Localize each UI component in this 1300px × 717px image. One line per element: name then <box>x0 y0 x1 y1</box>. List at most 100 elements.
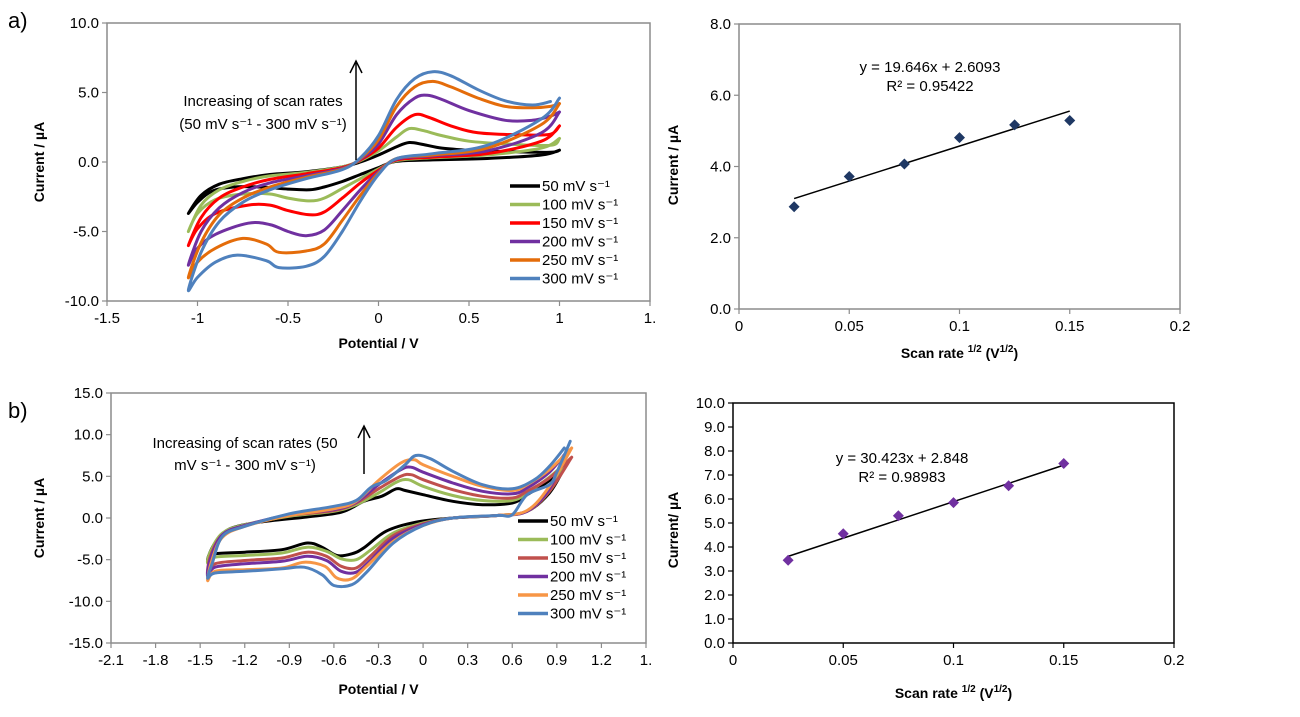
data-point-diamond <box>1064 115 1076 127</box>
x-tick-label: -0.9 <box>276 652 302 669</box>
x-axis-title-part: Scan rate <box>901 345 968 361</box>
y-tick-label: 3.0 <box>704 563 725 580</box>
data-point-diamond <box>954 132 965 144</box>
x-axis-title-superscript: 1/2 <box>968 344 982 355</box>
y-axis-title: Current / µA <box>665 125 681 205</box>
x-tick-label: 0.05 <box>829 652 858 669</box>
legend-label: 200 mV s⁻¹ <box>542 234 618 251</box>
annotation-text-line1: Increasing of scan rates <box>183 93 342 110</box>
y-axis-title: Current / µA <box>31 478 47 558</box>
x-axis-title: Scan rate 1/2 (V1/2) <box>901 344 1018 361</box>
x-tick-label: 0.6 <box>502 652 523 669</box>
legend-label: 50 mV s⁻¹ <box>542 178 610 195</box>
fit-chart-b: 0.0 1.0 2.0 3.0 4.0 5.0 6.0 7.0 8.0 9.0 10.0 0 0.05 0… <box>665 395 1184 701</box>
x-axis-title-part: Scan rate <box>895 685 962 701</box>
x-axis-title-part: (V <box>976 685 995 701</box>
data-point-diamond <box>788 201 800 213</box>
plot-area-border <box>732 402 1175 644</box>
legend-label: 300 mV s⁻¹ <box>550 606 626 623</box>
x-axis-title-part: (V <box>982 345 1001 361</box>
y-tick-label: 10.0 <box>696 395 725 412</box>
legend-label: 50 mV s⁻¹ <box>550 513 618 530</box>
y-tick-label: 0.0 <box>704 635 725 652</box>
x-tick-label: 0.15 <box>1055 318 1084 335</box>
y-tick-label: 0.0 <box>78 154 99 171</box>
x-axis-title-superscript: 1/2 <box>1000 344 1014 355</box>
x-tick-label: 0.05 <box>835 318 864 335</box>
y-tick-label: 0.0 <box>710 301 731 318</box>
y-tick-label: 15.0 <box>74 385 103 402</box>
r-squared-label: R² = 0.98983 <box>858 469 945 486</box>
data-point-diamond <box>1058 457 1070 469</box>
arrow-head-icon <box>357 424 371 439</box>
x-tick-label: 0 <box>729 652 737 669</box>
legend-label: 250 mV s⁻¹ <box>542 252 618 269</box>
y-axis-title: Current/ µA <box>665 492 681 569</box>
x-tick-label: 0.1 <box>949 318 970 335</box>
y-tick-label: -5.0 <box>73 224 99 241</box>
panel-label-a: a) <box>8 8 28 33</box>
y-tick-label: 4.0 <box>710 159 731 176</box>
x-tick-label: -1.8 <box>143 652 169 669</box>
x-axis-title: Scan rate 1/2 (V1/2) <box>895 684 1012 701</box>
panel-label-b: b) <box>8 398 28 423</box>
cv-curve-200-mv <box>186 93 561 267</box>
y-tick-label: 1.0 <box>704 611 725 628</box>
annotation-text-line2: mV s⁻¹ - 300 mV s⁻¹) <box>174 457 316 474</box>
y-tick-label: -10.0 <box>65 293 99 310</box>
y-tick-label: -15.0 <box>69 635 103 652</box>
x-tick-label: 0 <box>374 310 382 327</box>
x-axis-title: Potential / V <box>338 681 419 697</box>
x-tick-label: -1.5 <box>187 652 213 669</box>
x-tick-label: -1.5 <box>94 310 120 327</box>
x-tick-label: -1 <box>191 310 204 327</box>
annotation-text-line2: (50 mV s⁻¹ - 300 mV s⁻¹) <box>179 116 347 133</box>
y-tick-label: 6.0 <box>710 87 731 104</box>
y-tick-label: 6.0 <box>704 491 725 508</box>
legend-label: 150 mV s⁻¹ <box>550 550 626 567</box>
x-tick-label: 1.2 <box>591 652 612 669</box>
data-point-diamond <box>948 497 959 509</box>
data-point-diamond <box>843 170 855 182</box>
y-tick-label: 10.0 <box>74 427 103 444</box>
data-point-diamond <box>892 510 904 522</box>
x-axis-title-superscript: 1/2 <box>994 684 1008 695</box>
trendline-equation: y = 30.423x + 2.848 <box>836 450 969 467</box>
trendline <box>793 110 1070 200</box>
x-tick-label: -0.6 <box>321 652 347 669</box>
x-tick-label: 0.9 <box>546 652 567 669</box>
cv-chart-a: -10.0 -5.0 0.0 5.0 10.0 -1.5 -1 -0.5 0 0.5 1 1. Curr… <box>31 15 656 351</box>
annotation-text-line1: Increasing of scan rates (50 <box>152 435 337 452</box>
cv-curve-300-mv <box>206 439 572 589</box>
x-axis-title-part: ) <box>1007 685 1012 701</box>
y-axis-title: Current / µA <box>31 122 47 202</box>
x-tick-label: 1. <box>640 652 653 669</box>
x-tick-label: -0.3 <box>366 652 392 669</box>
x-tick-label: 0.15 <box>1049 652 1078 669</box>
y-tick-label: 7.0 <box>704 467 725 484</box>
legend-label: 100 mV s⁻¹ <box>542 197 618 214</box>
y-tick-label: 5.0 <box>78 85 99 102</box>
cv-curve-150-mv <box>205 455 574 577</box>
x-tick-label: 0.5 <box>459 310 480 327</box>
x-tick-label: 0.1 <box>943 652 964 669</box>
y-tick-label: -5.0 <box>77 552 103 569</box>
x-axis-title: Potential / V <box>338 335 419 351</box>
data-point-diamond <box>1003 480 1015 492</box>
y-tick-label: 9.0 <box>704 419 725 436</box>
x-tick-label: -2.1 <box>98 652 124 669</box>
x-tick-label: 0.3 <box>457 652 478 669</box>
trendline-equation: y = 19.646x + 2.6093 <box>860 59 1001 76</box>
legend-label: 100 mV s⁻¹ <box>550 532 626 549</box>
y-tick-label: 2.0 <box>704 587 725 604</box>
data-point-diamond <box>1009 119 1021 131</box>
x-tick-label: 0 <box>419 652 427 669</box>
r-squared-label: R² = 0.95422 <box>886 78 973 95</box>
cv-chart-b: -15.0 -10.0 -5.0 0.0 5.0 10.0 15.0 -2.1 -1.8 -1.5… <box>31 385 652 697</box>
y-tick-label: 2.0 <box>710 230 731 247</box>
fit-chart-a: 0.0 2.0 4.0 6.0 8.0 0 0.05 0.1 0.15 0.2 Current / … <box>665 16 1190 361</box>
y-tick-label: 5.0 <box>704 515 725 532</box>
trendline <box>787 464 1064 558</box>
